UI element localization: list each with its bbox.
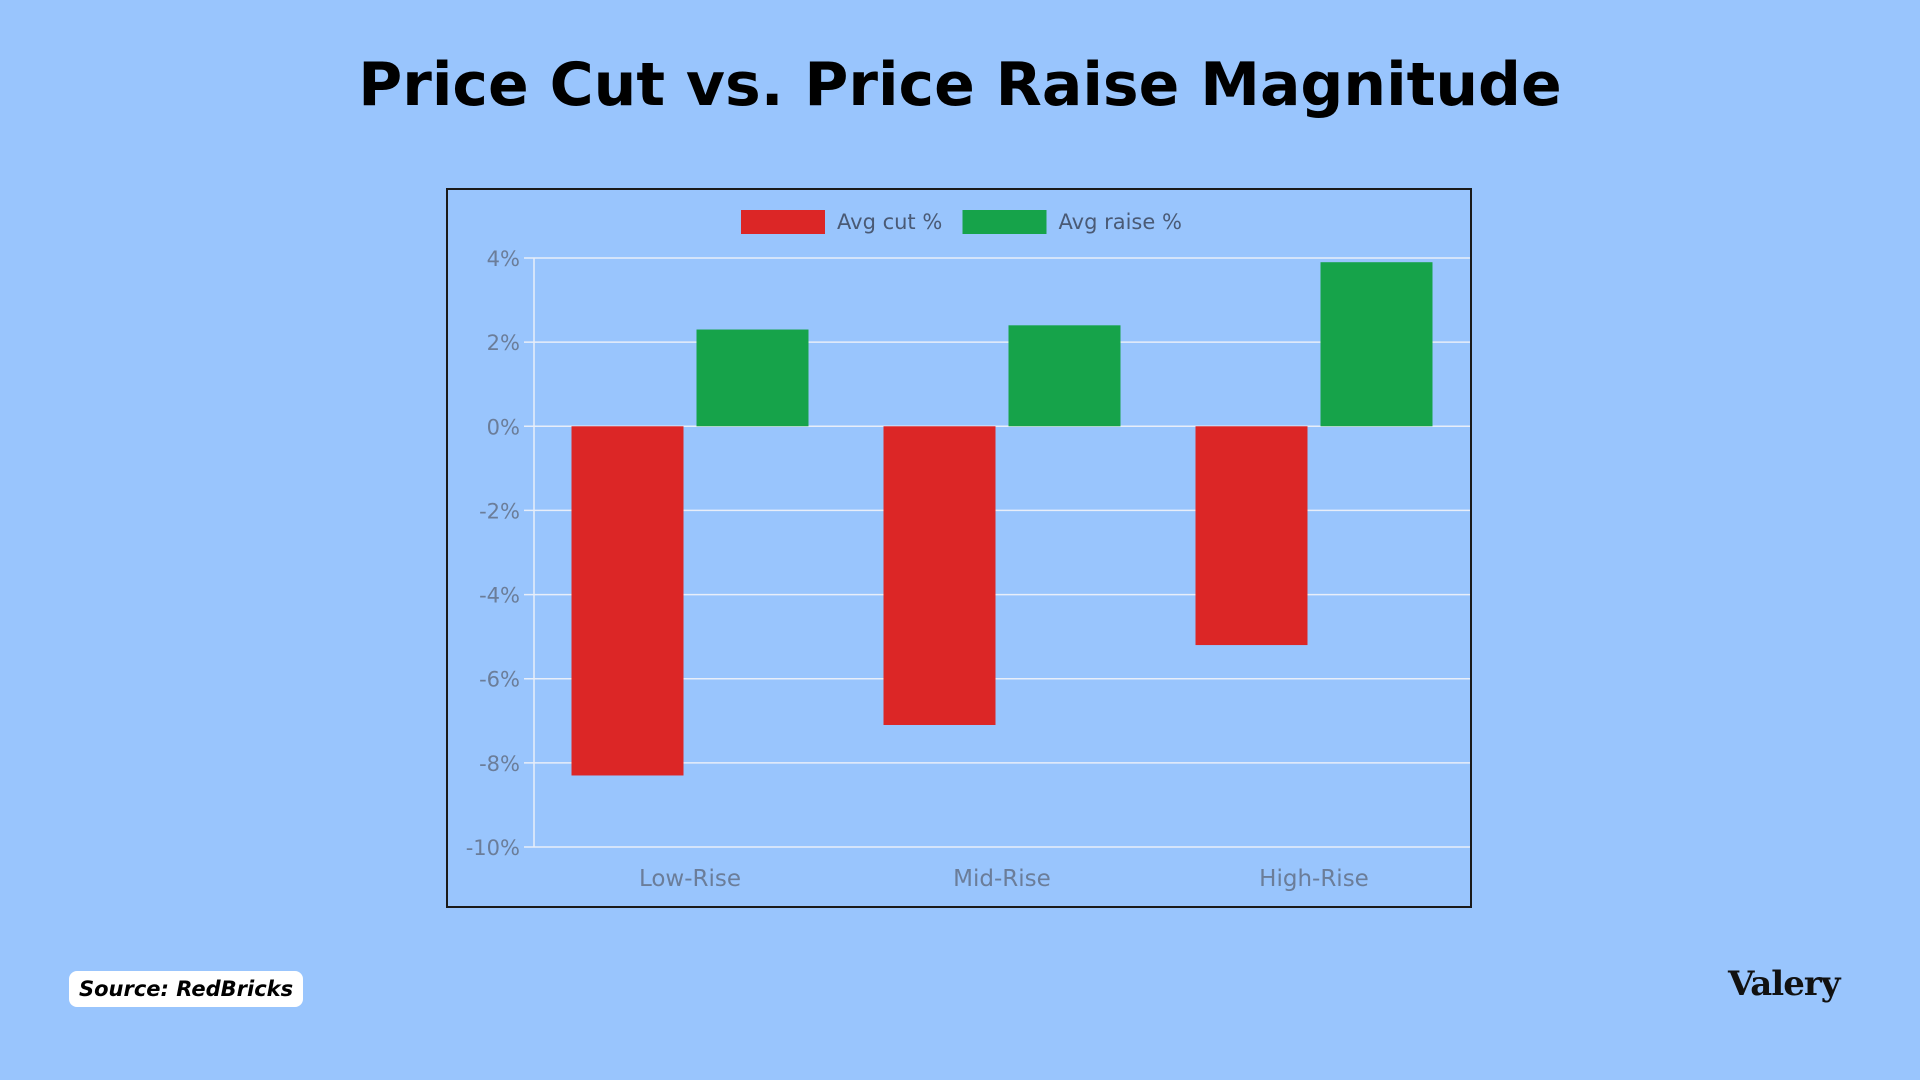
bar-avg-raise-low-rise bbox=[696, 329, 809, 427]
source-badge: Source: RedBricks bbox=[69, 971, 304, 1007]
brand-logo: Valery bbox=[1728, 964, 1841, 1004]
x-tick-label: High-Rise bbox=[1259, 866, 1369, 892]
bar-avg-cut-mid-rise bbox=[883, 426, 996, 725]
bar-avg-cut-low-rise bbox=[571, 426, 684, 776]
y-tick-label: -6% bbox=[479, 668, 520, 692]
x-tick-label: Low-Rise bbox=[639, 866, 741, 892]
x-tick-label: Mid-Rise bbox=[953, 866, 1051, 892]
y-tick-label: -10% bbox=[466, 836, 520, 860]
bar-avg-raise-high-rise bbox=[1320, 262, 1433, 427]
legend-label: Avg raise % bbox=[1059, 210, 1182, 234]
page-title: Price Cut vs. Price Raise Magnitude bbox=[358, 50, 1562, 120]
legend-label: Avg cut % bbox=[837, 210, 942, 234]
y-tick-label: 0% bbox=[487, 415, 520, 439]
chart-frame: Avg cut % Avg raise % 4% 2% 0% -2% -4% -6% -8% -… bbox=[446, 188, 1472, 908]
y-tick-label: 2% bbox=[487, 331, 520, 355]
bar-avg-raise-mid-rise bbox=[1008, 325, 1121, 427]
axes: 4% 2% 0% -2% -4% -6% -8% -10% Low-Rise Mid-Rise Hi… bbox=[466, 247, 1369, 892]
bars bbox=[571, 262, 1433, 776]
legend-swatch bbox=[741, 210, 825, 234]
bar-chart: Avg cut % Avg raise % 4% 2% 0% -2% -4% -6% -8% -… bbox=[466, 210, 1470, 892]
y-tick-label: -8% bbox=[479, 752, 520, 776]
bar-avg-cut-high-rise bbox=[1195, 426, 1308, 646]
legend: Avg cut % Avg raise % bbox=[741, 210, 1182, 234]
y-tick-label: -2% bbox=[479, 499, 520, 523]
y-tick-label: -4% bbox=[479, 584, 520, 608]
y-tick-label: 4% bbox=[487, 247, 520, 271]
legend-swatch bbox=[962, 210, 1047, 234]
